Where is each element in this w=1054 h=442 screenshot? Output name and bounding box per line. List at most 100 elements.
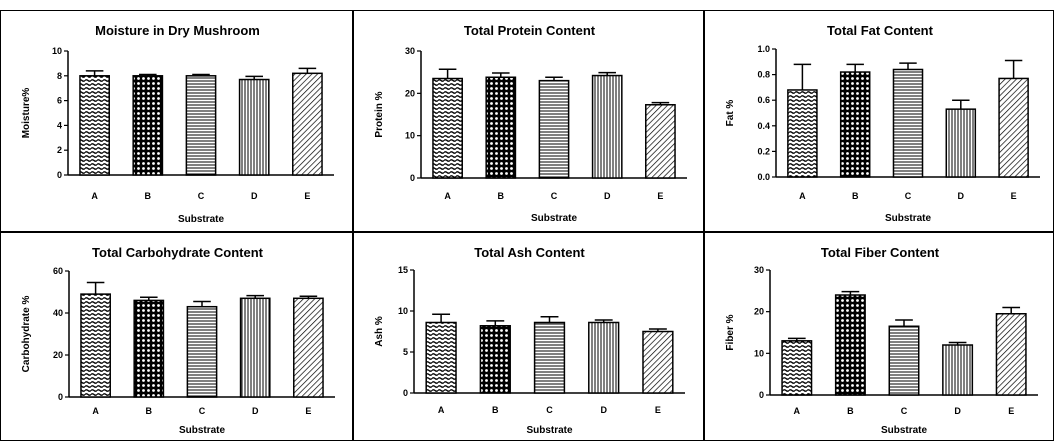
y-tick-label: 15 [398, 265, 408, 275]
chart-panel: Moisture in Dry Mushroom 0 2 4 6 8 10 A B C D E Subs… [0, 10, 353, 232]
y-axis-label: Fat % [725, 100, 736, 127]
chart-panel: Total Carbohydrate Content 0 20 40 60 A B C D E Su… [0, 232, 353, 441]
y-tick-label: 8 [57, 71, 62, 81]
chart-title: Total Ash Content [474, 245, 585, 260]
x-axis-label: Substrate [531, 213, 578, 224]
bar-C [185, 75, 217, 176]
bar-C [892, 68, 924, 178]
bar-E [645, 104, 676, 179]
bar-B [132, 75, 164, 176]
chart-svg: Total Fat Content 0.0 0.2 0.4 0.6 0.8 1.0 A B C D E… [725, 23, 1040, 224]
y-tick-label: 30 [754, 265, 764, 275]
x-tick-label: D [600, 405, 607, 415]
x-tick-label: D [604, 191, 611, 201]
y-tick-label: 0 [759, 390, 764, 400]
x-tick-label: B [847, 406, 854, 416]
bar-D [945, 108, 977, 178]
y-tick-label: 20 [754, 307, 764, 317]
y-tick-label: 30 [405, 46, 415, 56]
bar-D [942, 344, 974, 396]
chart-title: Total Fat Content [827, 23, 934, 38]
bar-D [239, 297, 271, 398]
y-tick-label: 0 [57, 170, 62, 180]
y-tick-label: 40 [53, 308, 63, 318]
y-tick-label: 4 [57, 120, 62, 130]
x-tick-label: E [305, 406, 311, 416]
x-tick-label: A [799, 191, 806, 201]
x-tick-label: A [444, 191, 451, 201]
x-tick-label: C [546, 405, 553, 415]
bar-E [293, 297, 324, 398]
chart-title: Moisture in Dry Mushroom [95, 23, 260, 38]
chart-title: Total Carbohydrate Content [92, 245, 264, 260]
x-tick-label: A [794, 406, 801, 416]
bar-E [995, 313, 1027, 396]
x-tick-label: D [954, 406, 961, 416]
y-tick-label: 1.0 [757, 44, 770, 54]
x-tick-label: E [304, 191, 310, 201]
y-tick-label: 10 [398, 306, 408, 316]
x-tick-label: B [492, 405, 499, 415]
x-tick-label: B [498, 191, 505, 201]
chart-svg: Total Carbohydrate Content 0 20 40 60 A B C D E Su… [21, 245, 335, 436]
y-axis-label: Ash % [374, 316, 385, 347]
y-tick-label: 0.8 [757, 70, 770, 80]
chart-svg: Total Protein Content 0 10 20 30 A B C D E Substra… [374, 23, 687, 224]
chart-panel: Total Fat Content 0.0 0.2 0.4 0.6 0.8 1.0 A B C D E… [704, 10, 1054, 232]
chart-title: Total Fiber Content [821, 245, 940, 260]
x-tick-label: C [901, 406, 908, 416]
chart-svg: Moisture in Dry Mushroom 0 2 4 6 8 10 A B C D E Subs… [21, 23, 334, 225]
x-axis-label: Substrate [179, 425, 226, 436]
bar-C [888, 325, 920, 396]
bar-D [238, 78, 270, 176]
x-tick-label: A [438, 405, 445, 415]
bar-B [485, 76, 517, 179]
y-axis-label: Protein % [374, 91, 385, 137]
y-tick-label: 2 [57, 145, 62, 155]
bar-E [642, 330, 674, 394]
x-tick-label: E [1008, 406, 1014, 416]
bar-C [538, 79, 570, 179]
y-tick-label: 0.6 [757, 95, 770, 105]
x-tick-label: D [958, 191, 965, 201]
chart-title: Total Protein Content [464, 23, 596, 38]
bar-A [80, 293, 111, 398]
x-tick-label: C [551, 191, 558, 201]
bar-E [292, 72, 323, 176]
x-tick-label: B [145, 191, 152, 201]
y-tick-label: 20 [405, 88, 415, 98]
x-tick-label: A [92, 406, 99, 416]
bar-A [787, 89, 818, 178]
x-axis-label: Substrate [526, 425, 573, 436]
y-axis-label: Carbohydrate % [21, 296, 32, 373]
y-tick-label: 10 [754, 348, 764, 358]
x-axis-label: Substrate [881, 425, 928, 436]
chart-panel: Total Ash Content 0 5 10 15 A B C D E Substrate Ash… [353, 232, 704, 441]
bar-A [425, 321, 457, 394]
x-tick-label: E [657, 191, 663, 201]
bar-E [998, 77, 1029, 178]
x-tick-label: E [655, 405, 661, 415]
bar-C [186, 305, 218, 398]
bar-B [839, 71, 871, 178]
bar-D [588, 321, 620, 394]
bar-C [533, 321, 566, 394]
y-tick-label: 60 [53, 266, 63, 276]
bar-A [432, 77, 463, 179]
chart-svg: Total Fiber Content 0 10 20 30 A B C D E Substrate… [725, 245, 1038, 436]
y-tick-label: 10 [52, 46, 62, 56]
x-tick-label: C [905, 191, 912, 201]
x-tick-label: D [251, 191, 258, 201]
y-tick-label: 0.2 [757, 146, 770, 156]
bar-A [781, 340, 813, 396]
bar-D [591, 74, 623, 179]
x-tick-label: B [852, 191, 859, 201]
bar-B [479, 325, 511, 394]
y-tick-label: 6 [57, 96, 62, 106]
x-tick-label: A [91, 191, 98, 201]
y-tick-label: 10 [405, 131, 415, 141]
x-axis-label: Substrate [885, 213, 932, 224]
y-tick-label: 0 [403, 388, 408, 398]
x-tick-label: D [252, 406, 259, 416]
y-tick-label: 20 [53, 350, 63, 360]
